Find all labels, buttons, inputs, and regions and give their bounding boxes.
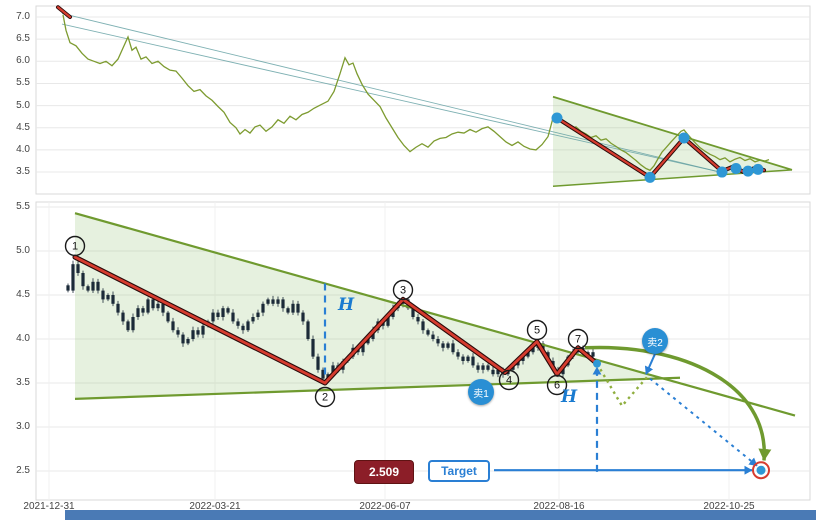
pivot-dot (716, 166, 728, 178)
pivot-dot (551, 112, 563, 124)
breakdown-dot (593, 359, 601, 368)
pivot-dot (678, 132, 690, 144)
bottom-panel (35, 201, 811, 501)
top-start-tick (56, 6, 72, 19)
pivot-dot (752, 163, 764, 175)
price-line-series (62, 14, 770, 172)
trend-channel-line-1 (61, 23, 721, 173)
top-wedge-upper-line (552, 95, 793, 171)
wave-marker-3 (392, 279, 414, 301)
target-dotted-arrow (649, 377, 758, 467)
bottom-wedge-upper-line (74, 212, 796, 417)
wave-marker-2 (314, 386, 336, 408)
target-marker-ring (752, 461, 770, 480)
target-marker-dot (756, 465, 766, 475)
pivot-dot (742, 165, 754, 177)
horizontal-scrollbar[interactable] (65, 510, 816, 520)
projection-arrow (584, 345, 772, 461)
wave-marker-6 (546, 374, 568, 396)
wave-line (73, 255, 599, 385)
wave-marker-1 (64, 235, 86, 257)
wave-marker-4 (498, 369, 520, 391)
wave-marker-label-3: 3 (400, 285, 406, 297)
wave-marker-label-2: 2 (322, 392, 328, 404)
wave-marker-5 (526, 319, 548, 341)
pivot-dot (644, 171, 656, 183)
top-wedge-fill (553, 96, 792, 187)
bottom-wedge-fill (75, 213, 666, 399)
bottom-wedge-lower-line (74, 376, 681, 400)
gridlines (36, 16, 810, 500)
wave-marker-7 (567, 328, 589, 350)
wave-marker-label-1: 1 (72, 241, 78, 253)
wave-marker-label-7: 7 (575, 334, 581, 346)
pivot-dot (730, 163, 742, 175)
sell2-arrow (644, 353, 656, 375)
wave-marker-label-6: 6 (554, 380, 560, 392)
wave-marker-label-5: 5 (534, 325, 540, 337)
wave-marker-label-4: 4 (506, 375, 512, 387)
target-button[interactable]: Target (428, 460, 490, 482)
trend-channel-line-0 (61, 13, 721, 173)
